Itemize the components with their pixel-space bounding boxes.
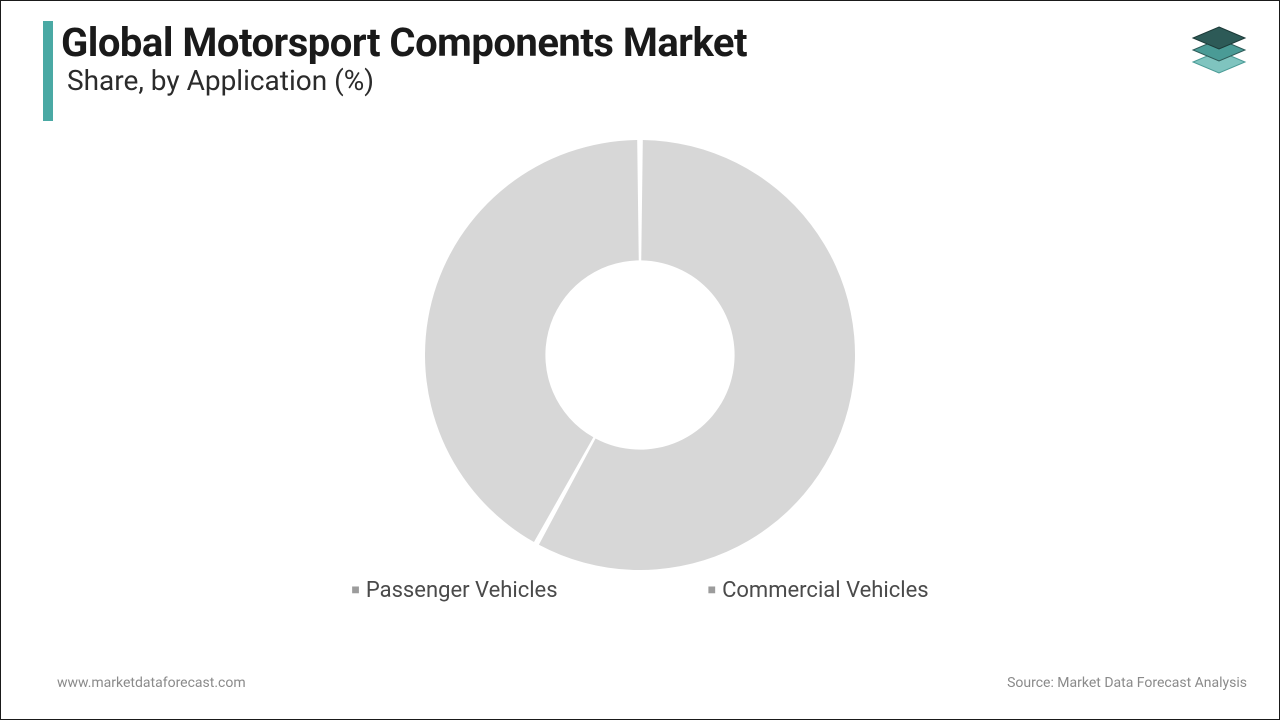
footer-source: Source: Market Data Forecast Analysis	[1007, 675, 1247, 691]
donut-chart	[425, 140, 855, 570]
legend-item: ■ Commercial Vehicles	[708, 578, 929, 603]
footer-website: www.marketdataforecast.com	[57, 675, 246, 691]
brand-logo	[1189, 19, 1249, 79]
page-title: Global Motorsport Components Market	[61, 19, 747, 66]
legend-marker-icon: ■	[351, 583, 359, 597]
stacked-layers-icon	[1189, 19, 1249, 79]
legend-marker-icon: ■	[708, 583, 716, 597]
page-frame: Global Motorsport Components Market Shar…	[0, 0, 1280, 720]
title-block: Global Motorsport Components Market Shar…	[61, 19, 747, 97]
logo-layer	[1193, 27, 1245, 49]
chart-area: ■ Passenger Vehicles ■ Commercial Vehicles	[1, 136, 1279, 606]
title-accent-bar	[43, 21, 53, 121]
legend-label: Passenger Vehicles	[366, 578, 558, 603]
chart-legend: ■ Passenger Vehicles ■ Commercial Vehicles	[351, 578, 928, 603]
legend-item: ■ Passenger Vehicles	[351, 578, 557, 603]
legend-label: Commercial Vehicles	[722, 578, 929, 603]
page-subtitle: Share, by Application (%)	[61, 64, 747, 97]
